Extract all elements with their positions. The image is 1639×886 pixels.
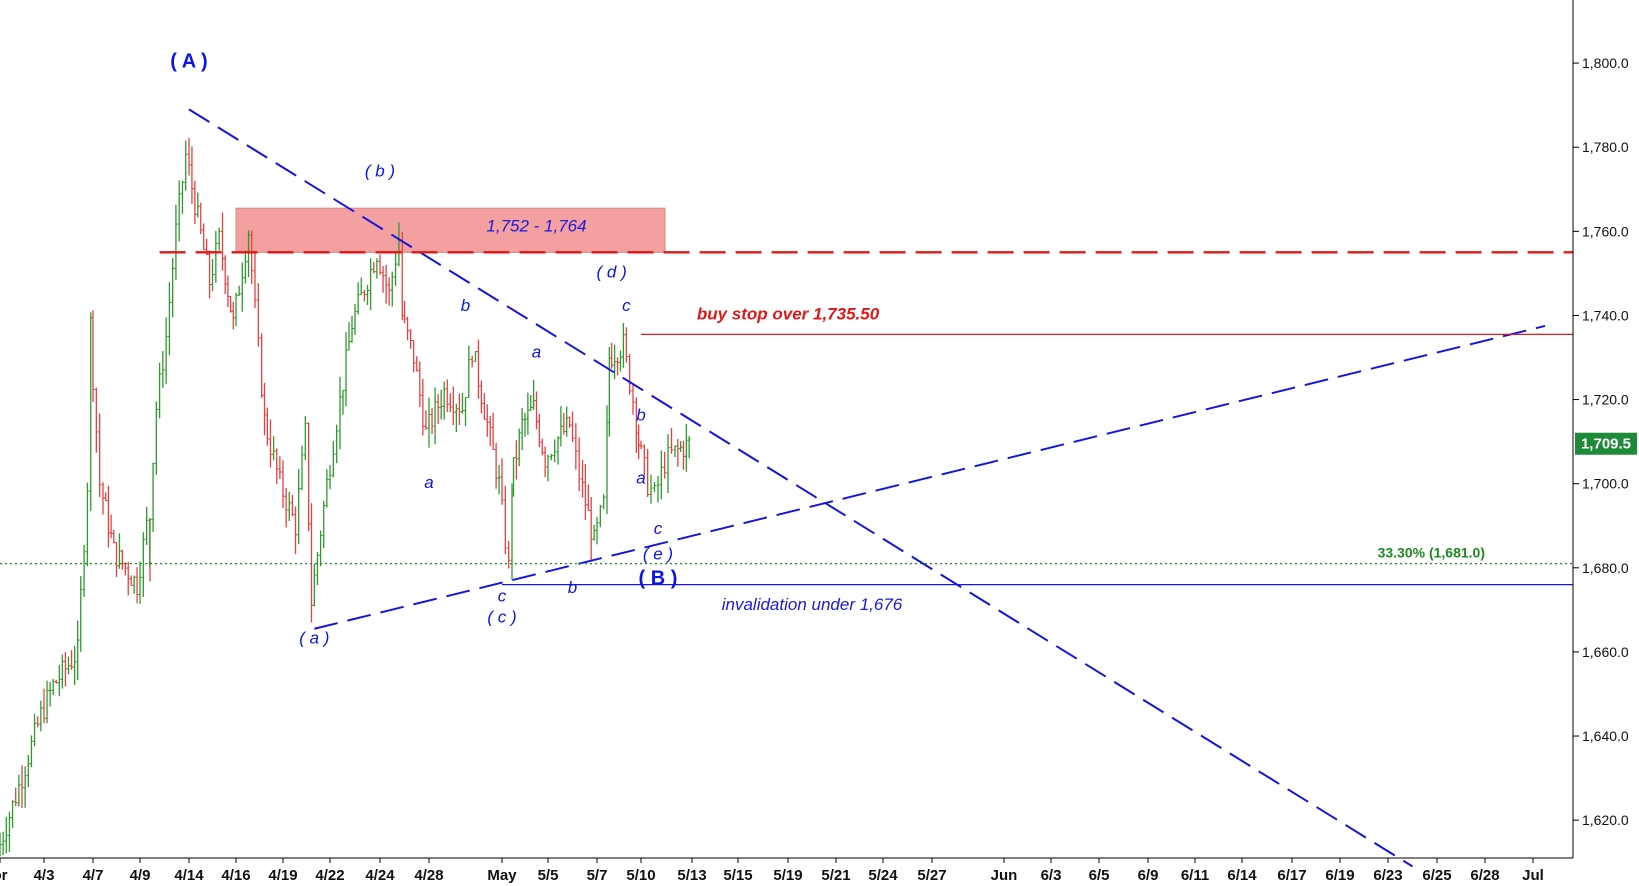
x-tick-label: 4/22: [315, 867, 344, 884]
y-tick-label: 1,680.0: [1582, 560, 1629, 576]
x-tick-label: 5/19: [773, 867, 802, 884]
upper-trendline-line: [188, 108, 1414, 868]
y-tick-label: 1,740.0: [1582, 307, 1629, 323]
x-tick-label: 4/14: [174, 867, 204, 884]
x-tick-label: 6/25: [1422, 867, 1451, 884]
wave-label: ( d ): [597, 263, 627, 282]
y-tick-label: 1,620.0: [1582, 812, 1629, 828]
x-tick-label: 4/28: [414, 867, 443, 884]
wave-label: c: [654, 519, 663, 538]
wave-label: ( a ): [299, 629, 329, 648]
x-tick-label: 6/9: [1138, 867, 1159, 884]
wave-label: ( A ): [170, 50, 207, 72]
chart-note: buy stop over 1,735.50: [697, 305, 880, 324]
y-tick-label: 1,780.0: [1582, 139, 1629, 155]
wave-label: ( b ): [365, 162, 395, 181]
wave-label: b: [568, 578, 577, 597]
x-tick-label: 6/14: [1227, 867, 1257, 884]
lower-trendline-line: [314, 324, 1546, 630]
x-tick-label: 5/7: [587, 867, 608, 884]
wave-label: c: [622, 296, 631, 315]
annotations: ( A ) ( b ) ( d ) c b a b a a c ( e ) ( B ) c ( c ) b (…: [170, 50, 1485, 647]
x-tick-label: 6/3: [1041, 867, 1062, 884]
resistance-zone-box: [235, 207, 666, 253]
x-tick-label: 5/5: [538, 867, 559, 884]
x-tick-label: 4/24: [365, 867, 395, 884]
last-price-tag: [1575, 432, 1637, 455]
price-bars: [0, 137, 691, 857]
x-tick-label: May: [487, 867, 517, 884]
x-tick-label: 4/9: [130, 867, 151, 884]
x-tick-label: Jul: [1522, 867, 1544, 884]
x-tick-label: Jun: [991, 867, 1018, 884]
y-tick-label: 1,760.0: [1582, 223, 1629, 239]
wave-label: a: [424, 473, 433, 492]
resistance-zone: [235, 207, 666, 253]
x-tick-label: 5/10: [626, 867, 655, 884]
chart-note: 1,752 - 1,764: [486, 216, 586, 235]
wave-label: ( e ): [643, 544, 673, 563]
x-tick-label: 5/13: [677, 867, 706, 884]
x-tick-label: 6/23: [1373, 867, 1402, 884]
x-tick-label: 5/24: [868, 867, 898, 884]
x-tick-label: 6/5: [1089, 867, 1110, 884]
y-tick-label: 1,800.0: [1582, 55, 1629, 71]
wave-label: a: [636, 469, 645, 488]
x-tick-label: 5/21: [821, 867, 850, 884]
x-tick-label: 6/11: [1181, 867, 1209, 884]
wave-label: ( c ): [487, 607, 516, 626]
y-tick-label: 1,660.0: [1582, 644, 1629, 660]
y-tick-label: 1,700.0: [1582, 476, 1629, 492]
x-tick-label: 4/7: [83, 867, 104, 884]
chart-note: invalidation under 1,676: [722, 595, 903, 614]
y-axis: 1,620.0 1,640.0 1,660.0 1,680.0 1,700.0 1,720…: [1572, 0, 1637, 858]
wave-label: b: [636, 406, 645, 425]
x-tick-label: 5/27: [917, 867, 946, 884]
y-tick-label: 1,640.0: [1582, 728, 1629, 744]
x-tick-label: or: [0, 867, 8, 884]
x-axis: or 4/3 4/7 4/9 4/14 4/16 4/19 4/22 4/24 4/28 May 5/…: [0, 857, 1573, 884]
x-tick-label: 5/15: [723, 867, 752, 884]
x-tick-label: 6/28: [1470, 867, 1499, 884]
x-tick-label: 6/19: [1325, 867, 1354, 884]
x-tick-label: 4/16: [221, 867, 250, 884]
wave-label: b: [461, 296, 470, 315]
x-tick-label: 4/3: [34, 867, 55, 884]
wave-label: ( B ): [639, 568, 678, 590]
last-price-label: 1,709.5: [1581, 436, 1631, 453]
x-tick-label: 4/19: [268, 867, 297, 884]
wave-label: a: [532, 343, 541, 362]
x-tick-label: 6/17: [1277, 867, 1306, 884]
y-tick-label: 1,720.0: [1582, 392, 1629, 408]
trend-lines: [0, 108, 1573, 868]
wave-label: c: [498, 586, 507, 605]
chart-note: 33.30% (1,681.0): [1378, 544, 1485, 560]
